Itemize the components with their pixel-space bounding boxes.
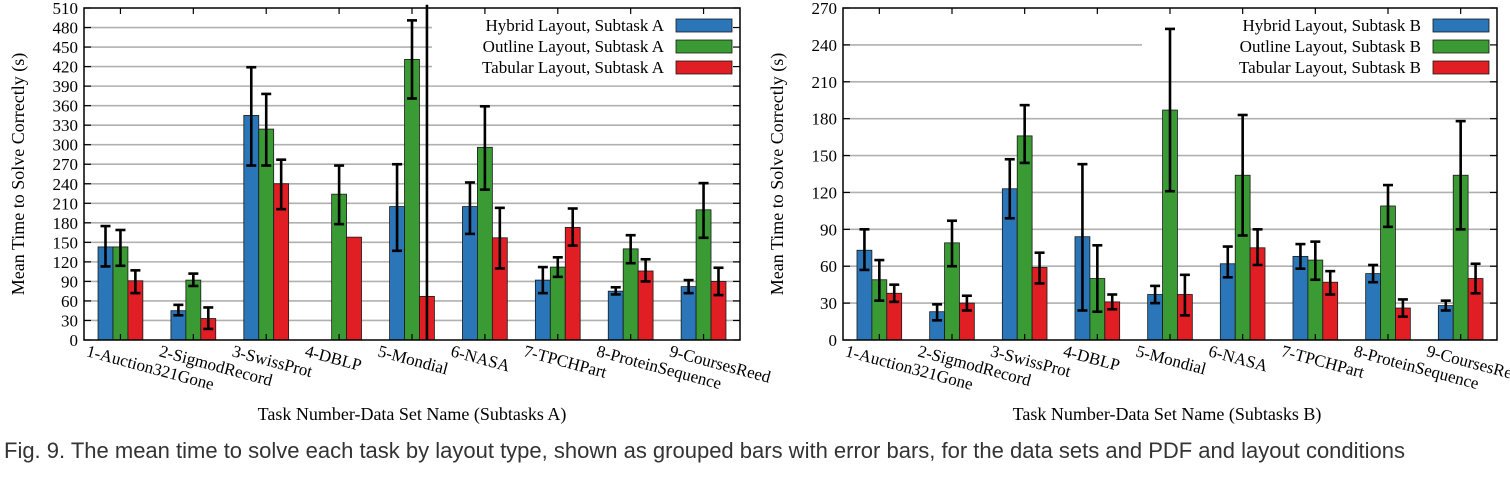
- y-tick-label: 90: [61, 272, 78, 291]
- legend-label: Hybrid Layout, Subtask B: [1243, 16, 1422, 35]
- x-tick-label: 5-Mondial: [1134, 342, 1209, 379]
- y-tick-label: 360: [53, 97, 79, 116]
- plot-frame: [83, 7, 741, 341]
- y-tick-label: 270: [53, 155, 79, 174]
- y-tick-label: 150: [53, 233, 79, 252]
- legend-swatch: [675, 39, 733, 54]
- chart-panel-2: 03060901201501802102402701-Auction321Gon…: [767, 0, 1510, 425]
- y-tick-label: 150: [812, 147, 838, 166]
- legend-swatch: [1432, 39, 1490, 54]
- y-tick-label: 450: [53, 38, 79, 57]
- x-tick-label: 5-Mondial: [376, 342, 451, 379]
- y-tick-label: 180: [812, 110, 838, 129]
- y-tick-label: 0: [829, 331, 838, 350]
- y-tick-label: 210: [812, 73, 838, 92]
- y-tick-label: 90: [820, 220, 837, 239]
- figure-caption: Fig. 9. The mean time to solve each task…: [4, 438, 1406, 463]
- bar: [680, 286, 697, 341]
- y-tick-label: 480: [53, 19, 79, 38]
- y-tick-label: 240: [812, 36, 838, 55]
- legend-label: Outline Layout, Subtask A: [483, 37, 665, 56]
- y-tick-label: 300: [53, 136, 79, 155]
- x-tick-label: 6-NASA: [1207, 342, 1271, 376]
- y-tick-label: 240: [53, 175, 79, 194]
- y-tick-label: 510: [53, 0, 79, 18]
- legend-swatch: [675, 60, 733, 75]
- x-tick-label: 7-TPCHPart: [1279, 342, 1366, 382]
- legend-label: Tabular Layout, Subtask A: [482, 58, 665, 77]
- y-tick-label: 120: [53, 253, 79, 272]
- x-tick-label: 6-NASA: [449, 342, 513, 376]
- x-axis-label: Task Number-Data Set Name (Subtasks B): [1013, 404, 1322, 425]
- bar: [1365, 273, 1381, 341]
- y-tick-label: 0: [70, 331, 79, 350]
- chart-panel-1: 0306090120150180210240270300330360390420…: [8, 0, 773, 425]
- plot-frame: [842, 7, 1498, 341]
- legend-label: Hybrid Layout, Subtask A: [486, 16, 665, 35]
- legend-swatch: [1432, 18, 1490, 33]
- y-tick-label: 330: [53, 116, 79, 135]
- y-tick-label: 420: [53, 58, 79, 77]
- y-tick-label: 210: [53, 194, 79, 213]
- y-tick-label: 390: [53, 77, 79, 96]
- bar: [1016, 135, 1033, 341]
- y-axis-label: Mean Time to Solve Correctly (s): [767, 53, 788, 295]
- bar: [404, 59, 420, 341]
- legend-label: Tabular Layout, Subtask B: [1239, 58, 1421, 77]
- y-axis-label: Mean Time to Solve Correctly (s): [8, 53, 29, 295]
- y-tick-label: 270: [812, 0, 838, 18]
- bar: [607, 290, 624, 341]
- y-tick-label: 180: [53, 214, 79, 233]
- y-tick-label: 60: [61, 292, 78, 311]
- y-tick-label: 60: [820, 257, 837, 276]
- bar: [346, 236, 362, 341]
- bar-charts-figure: 0306090120150180210240270300330360390420…: [8, 0, 1510, 425]
- bar: [185, 279, 202, 341]
- y-tick-label: 30: [61, 311, 78, 330]
- y-tick-label: 120: [812, 183, 838, 202]
- legend-swatch: [1432, 60, 1490, 75]
- y-tick-label: 30: [820, 294, 837, 313]
- legend-label: Outline Layout, Subtask B: [1240, 37, 1421, 56]
- legend-swatch: [675, 18, 733, 33]
- x-axis-label: Task Number-Data Set Name (Subtasks A): [258, 404, 567, 425]
- x-tick-label: 7-TPCHPart: [522, 342, 609, 382]
